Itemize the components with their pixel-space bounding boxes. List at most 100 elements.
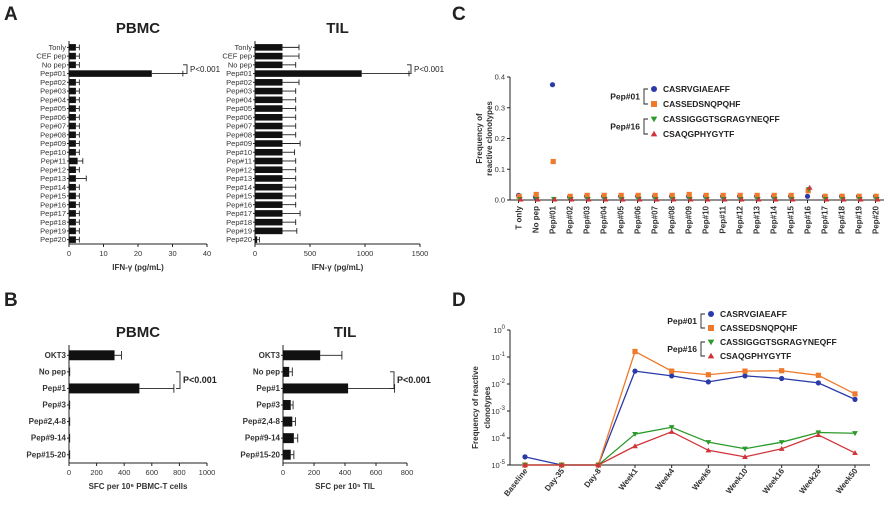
data-point	[788, 192, 794, 198]
x-tick-label: Pep#18	[838, 205, 847, 234]
p-value-label: P<0.001	[414, 65, 445, 74]
panel-label-b: B	[4, 290, 18, 311]
panel-label-a: A	[4, 4, 18, 25]
bar	[69, 350, 115, 361]
data-point	[522, 462, 528, 468]
bar	[69, 87, 76, 95]
y-tick-base: 10	[491, 353, 499, 362]
data-point	[742, 454, 748, 459]
x-tick-label: 500	[304, 249, 317, 258]
x-tick-label: Pep#15	[787, 205, 796, 234]
significance-bracket	[176, 371, 181, 389]
y-tick-label: 10-4	[491, 433, 505, 443]
bar	[255, 175, 283, 182]
legend-label: CASSEDSNQPQHF	[663, 99, 740, 109]
category-label: Pep#18	[226, 218, 252, 227]
data-point	[804, 193, 811, 199]
p-value-label: P<0.001	[397, 375, 431, 385]
bar	[69, 70, 152, 77]
y-tick-label: 0.0	[495, 196, 505, 205]
x-tick-label: Week16	[761, 466, 787, 495]
x-tick-label: 1000	[357, 249, 374, 258]
x-tick-label: Pep#07	[651, 205, 660, 234]
x-tick-label: 1500	[412, 249, 429, 258]
data-point	[779, 375, 785, 382]
data-point	[550, 158, 556, 165]
x-tick-label: 0	[67, 468, 71, 477]
category-label: Pep#10	[40, 148, 66, 157]
bar	[283, 449, 291, 460]
y-tick-base: 10	[491, 407, 499, 416]
x-tick-label: Week26	[798, 466, 824, 495]
x-axis-label: SFC per 10⁶ PBMC-T cells	[89, 482, 188, 491]
data-point	[873, 193, 879, 199]
legend-label: CASSIGGGTSGRAGYNEQFF	[720, 337, 837, 347]
data-point	[789, 196, 796, 202]
bar	[255, 227, 283, 235]
category-label: Pep#05	[226, 104, 252, 113]
category-label: Pep#18	[40, 218, 66, 227]
p-value-label: P<0.001	[190, 65, 221, 74]
data-point	[687, 196, 694, 202]
x-tick-label: Pep#13	[753, 205, 762, 234]
legend-marker	[707, 339, 715, 346]
data-point	[551, 196, 558, 202]
data-point	[839, 193, 845, 199]
category-label: Pep#17	[226, 209, 252, 218]
legend-marker	[708, 325, 714, 331]
data-point	[595, 462, 602, 468]
legend-group-label: Pep#16	[610, 122, 640, 132]
legend-bracket	[643, 118, 648, 135]
data-point	[840, 196, 847, 202]
data-point	[516, 193, 522, 199]
data-point	[567, 193, 573, 199]
data-point	[779, 368, 785, 374]
bar	[255, 183, 283, 191]
bar	[69, 79, 76, 86]
data-point	[619, 196, 626, 202]
data-point	[806, 184, 813, 190]
data-point	[822, 193, 828, 199]
legend-group-label: Pep#01	[610, 92, 640, 102]
x-tick-label: Week6	[690, 466, 713, 492]
category-label: Pep#04	[226, 95, 252, 104]
data-point	[558, 462, 565, 468]
data-point	[738, 196, 745, 202]
bar	[255, 210, 283, 217]
category-label: Pep#9-14	[31, 434, 67, 443]
data-point	[534, 196, 541, 202]
category-label: Pep#13	[40, 174, 66, 183]
data-point	[721, 196, 728, 202]
category-label: No pep	[39, 367, 66, 376]
data-point	[815, 432, 822, 438]
x-tick-label: Pep#05	[617, 205, 626, 234]
x-tick-label: 20	[134, 249, 142, 258]
data-point	[653, 196, 660, 202]
data-point	[874, 196, 881, 202]
x-axis-label: SFC per 10⁵ TIL	[315, 482, 375, 491]
data-point	[852, 396, 858, 402]
y-axis-label-line: reactive clonotypes	[485, 101, 494, 176]
x-tick-label: 30	[168, 249, 176, 258]
x-tick-label: 800	[173, 468, 186, 477]
bar	[69, 218, 76, 226]
panel-label-c: C	[452, 4, 466, 25]
y-tick-label: 0.4	[495, 73, 505, 82]
data-point	[778, 440, 785, 446]
panel-label-d: D	[452, 290, 466, 311]
category-label: Tonly	[48, 43, 66, 52]
chart-c-scatter: 0.0 0.1 0.2 0.3 0.4 Frequency ofreactive clon…	[475, 73, 884, 234]
data-point	[669, 192, 675, 198]
x-tick-label: Pep#09	[685, 205, 694, 234]
y-tick-exponent: -5	[500, 460, 506, 466]
category-label: Pep#03	[226, 87, 252, 96]
x-axis-label: IFN-γ (pg/mL)	[312, 263, 364, 272]
x-tick-label: Pep#01	[549, 205, 558, 234]
bar	[255, 192, 283, 200]
data-point	[778, 445, 785, 451]
data-point	[754, 192, 760, 198]
bar	[283, 366, 290, 377]
data-point	[742, 446, 748, 452]
